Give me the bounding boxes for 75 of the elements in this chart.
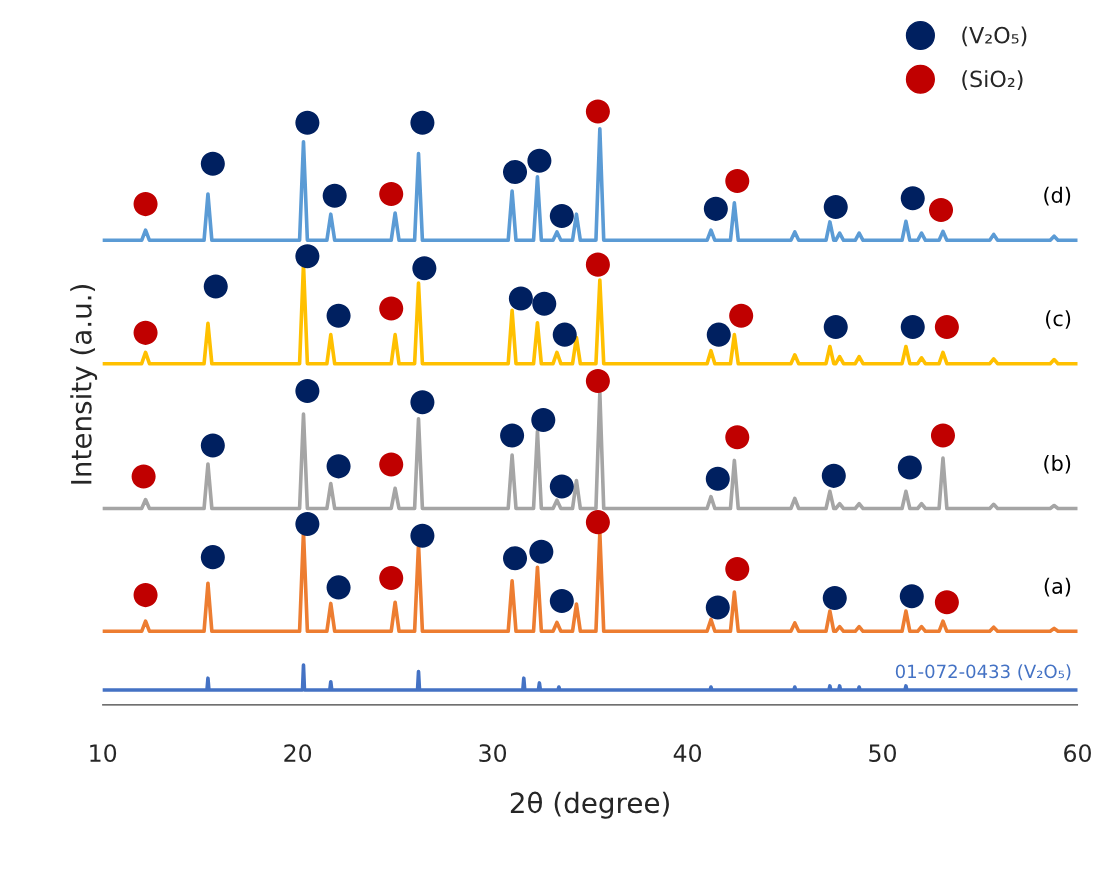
point xyxy=(412,256,437,281)
point xyxy=(295,511,320,536)
point xyxy=(326,575,351,600)
point xyxy=(552,322,577,347)
point xyxy=(410,390,435,415)
point xyxy=(529,539,554,564)
point xyxy=(705,595,730,620)
point xyxy=(703,196,728,221)
point xyxy=(549,474,574,499)
series-label: (b) xyxy=(1044,454,1071,474)
point xyxy=(326,303,351,328)
point xyxy=(503,160,528,185)
x-tick-label: 10 xyxy=(90,744,117,763)
point xyxy=(200,545,225,570)
point xyxy=(200,433,225,458)
point xyxy=(379,181,404,207)
series-label: (a) xyxy=(1044,577,1071,597)
point xyxy=(527,148,552,173)
point xyxy=(131,464,156,489)
point xyxy=(900,314,925,339)
point xyxy=(725,425,750,450)
point xyxy=(410,110,435,135)
point xyxy=(706,322,731,347)
point xyxy=(822,586,847,611)
point xyxy=(508,286,533,311)
point xyxy=(322,183,347,208)
point xyxy=(823,195,848,220)
x-tick-label: 60 xyxy=(1064,744,1091,763)
point xyxy=(930,423,956,448)
point xyxy=(200,151,225,176)
series-label: 01-072-0433 (V₂O₅) xyxy=(895,664,1071,681)
point xyxy=(295,378,320,404)
point xyxy=(725,168,750,193)
point xyxy=(503,546,528,571)
point xyxy=(133,192,158,217)
series-label: (d) xyxy=(1044,186,1071,206)
point xyxy=(900,186,925,211)
point xyxy=(897,455,922,480)
point xyxy=(379,565,404,590)
point xyxy=(203,274,228,299)
legend-label: (V₂O₅) xyxy=(962,26,1027,47)
point xyxy=(379,296,404,321)
point xyxy=(549,203,574,228)
point xyxy=(934,314,959,339)
point xyxy=(410,523,435,548)
point xyxy=(929,198,954,223)
point xyxy=(729,303,754,328)
point xyxy=(532,291,557,316)
point xyxy=(531,408,556,433)
point xyxy=(934,590,959,615)
point xyxy=(823,314,848,339)
point xyxy=(295,110,320,135)
point xyxy=(585,510,610,535)
point xyxy=(585,252,610,277)
x-tick-label: 20 xyxy=(284,744,312,763)
point xyxy=(549,589,574,614)
point xyxy=(295,244,320,269)
legend-label: (SiO₂) xyxy=(962,70,1023,90)
x-tick-label: 30 xyxy=(479,744,507,763)
point xyxy=(500,423,525,448)
point xyxy=(585,99,610,124)
x-axis-title: 2θ (degree) xyxy=(510,791,669,819)
point xyxy=(585,368,610,393)
point xyxy=(899,584,924,609)
series-label: (c) xyxy=(1046,310,1071,329)
point xyxy=(379,452,404,477)
point xyxy=(725,556,750,582)
x-tick-label: 50 xyxy=(869,744,896,763)
point xyxy=(821,463,846,488)
point xyxy=(133,583,158,608)
point xyxy=(326,454,351,479)
x-tick-label: 40 xyxy=(673,744,702,763)
point xyxy=(133,320,158,345)
y-axis-title: Intensity (a.u.) xyxy=(70,285,98,484)
point xyxy=(705,466,730,491)
